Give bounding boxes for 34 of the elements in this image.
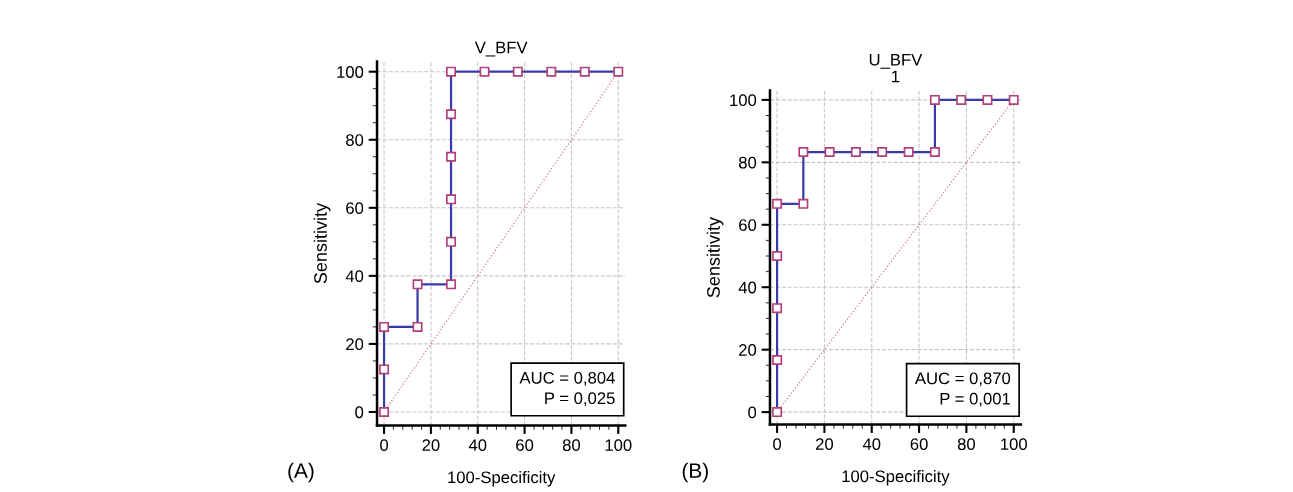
x-tick-label: 80 [562, 439, 581, 452]
x-tick-label: 20 [815, 438, 834, 451]
y-tick-label: 20 [739, 344, 757, 356]
text: (A) [288, 462, 314, 483]
x-tick-label: 20 [422, 439, 440, 452]
chart-title: U_BFV 1 [869, 53, 923, 83]
x-tick-label: 40 [468, 439, 487, 452]
y-tick-label: 100 [337, 66, 364, 78]
x-tick-label: 60 [516, 439, 534, 452]
y-tick-label: 40 [738, 281, 757, 294]
y-tick-label: 80 [346, 134, 364, 146]
x-tick-label: 100 [1001, 438, 1027, 451]
y-axis-title: Sensitivity [706, 216, 724, 298]
x-tick-label: 0 [380, 439, 389, 452]
y-tick-label: 60 [739, 219, 757, 231]
y-tick-label: 100 [730, 94, 757, 107]
y-tick-label: 0 [748, 406, 757, 419]
annotation: AUC = 0,804 P = 0,025 [519, 371, 615, 407]
annotation: AUC = 0,870 P = 0,001 [914, 372, 1011, 407]
text: (B) [682, 462, 708, 483]
x-tick-label: 0 [773, 438, 782, 451]
x-tick-label: 80 [957, 438, 976, 451]
y-tick-label: 80 [738, 156, 757, 169]
y-tick-label: 20 [346, 338, 364, 351]
chart-title: V_BFV [474, 41, 528, 57]
x-axis-title: 100-Specificity [842, 469, 950, 486]
x-tick-label: 60 [910, 438, 928, 451]
x-tick-label: 100 [605, 439, 632, 452]
x-axis-title: 100-Specificity [448, 470, 556, 487]
y-tick-label: 60 [346, 202, 364, 215]
y-axis-title: Sensitivity [313, 202, 331, 284]
x-tick-label: 40 [862, 438, 881, 451]
y-tick-label: 0 [355, 406, 364, 419]
y-tick-label: 40 [345, 270, 364, 283]
